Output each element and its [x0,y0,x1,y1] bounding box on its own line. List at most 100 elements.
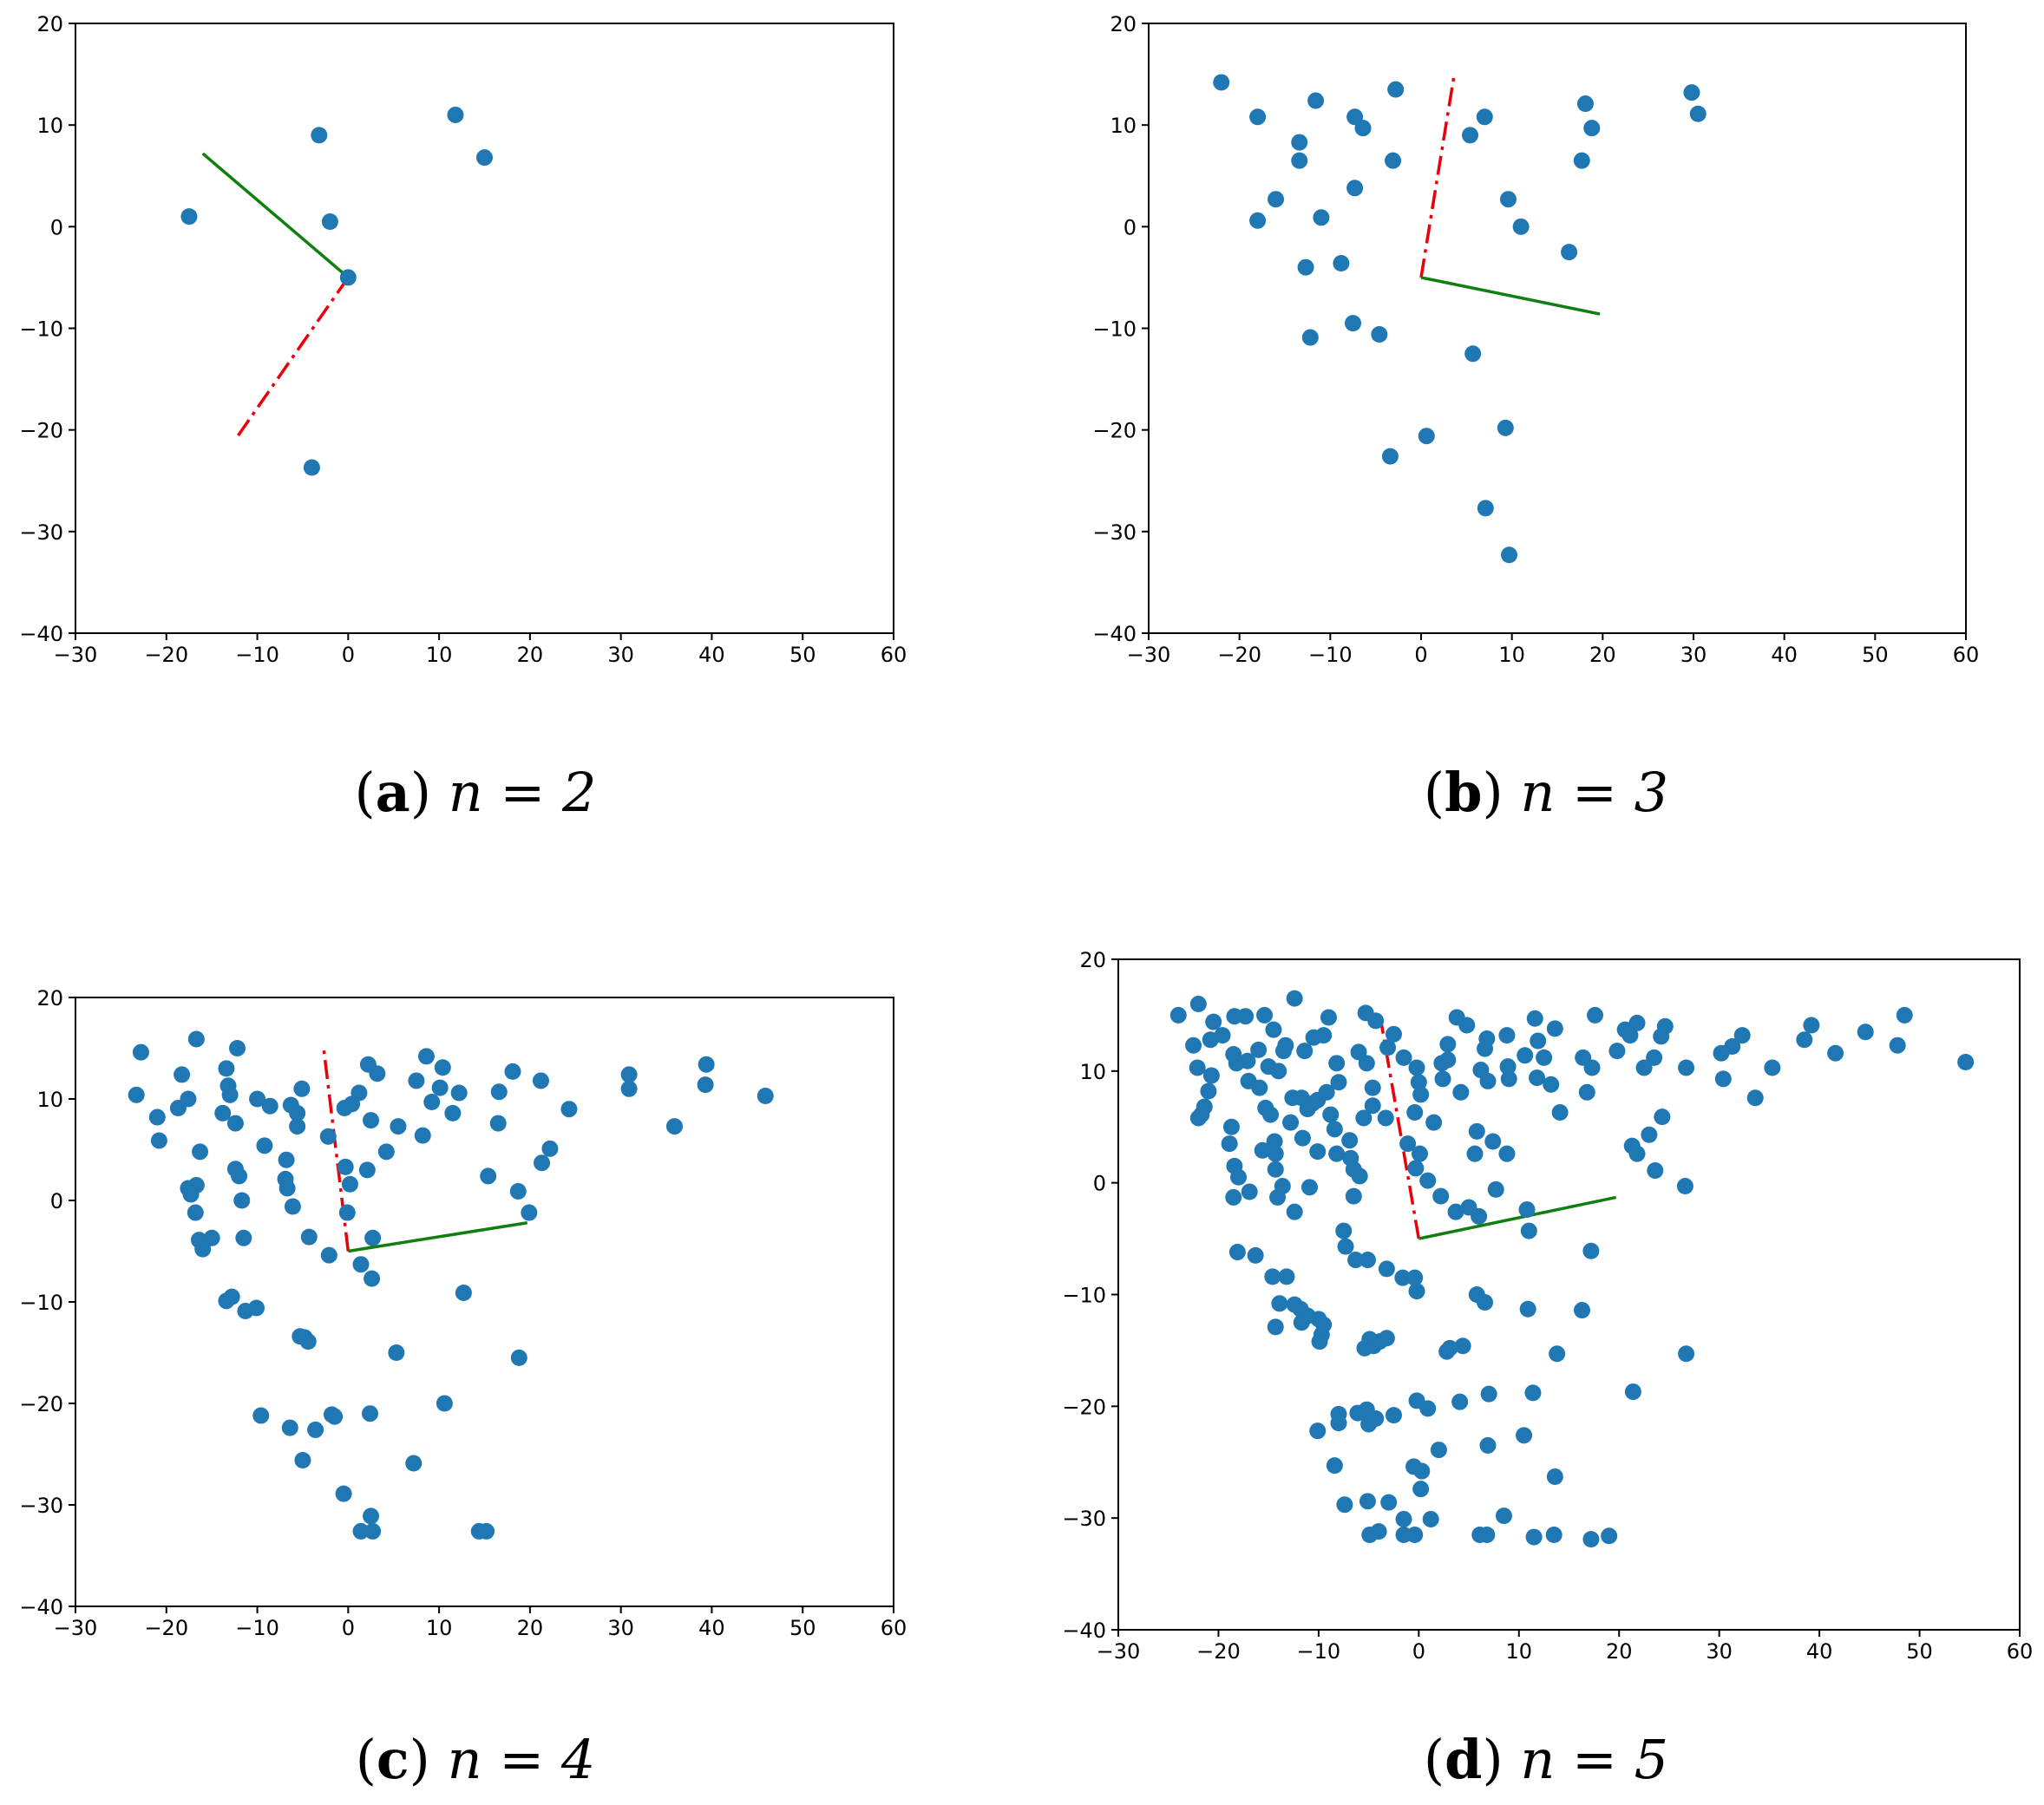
data-point [300,1228,318,1246]
panel-caption: (a) n = 2 [354,761,596,824]
data-point [1422,1510,1439,1527]
data-point [1265,1021,1282,1038]
data-point [1291,134,1308,151]
data-point [1346,180,1364,197]
data-point [132,1043,149,1061]
data-point [1256,1006,1274,1023]
data-point [1318,1083,1335,1101]
y-tick-label: 20 [36,986,63,1010]
data-point [1214,1027,1231,1044]
y-tick-label: 10 [36,114,63,138]
data-point [303,459,320,476]
data-point [1678,1345,1695,1363]
data-point [532,1072,549,1089]
data-point [1307,92,1325,109]
green-solid-line [348,1221,528,1253]
data-point [341,1175,358,1193]
data-point [1345,1187,1362,1205]
x-tick-label: 60 [881,1616,907,1640]
data-point [1412,1086,1430,1103]
x-tick-label: −10 [1308,643,1353,667]
data-point [194,1240,212,1258]
data-point [1487,1180,1504,1198]
data-point [1367,1012,1385,1030]
data-point [1241,1183,1258,1200]
y-tick-label: −30 [19,520,63,545]
y-tick-label: 0 [50,215,63,239]
data-point [1411,1145,1428,1162]
y-tick-label: 20 [36,12,63,36]
data-point [256,1137,273,1154]
data-point [319,1128,337,1145]
data-point [1205,1013,1222,1030]
data-point [1647,1161,1664,1179]
data-point [214,1104,232,1122]
data-point [620,1066,638,1083]
data-point [1498,1145,1516,1162]
data-point [1237,1008,1255,1025]
data-point [148,1109,166,1126]
y-tick-label: −40 [1062,1619,1106,1643]
data-point [1583,120,1601,137]
data-point [431,1079,449,1096]
x-tick-label: 0 [342,643,355,667]
data-point [363,1112,380,1129]
data-point [1221,1135,1238,1153]
data-point [223,1288,240,1305]
data-point [1471,1207,1488,1225]
data-point [1406,1269,1424,1286]
red-dashdot-line [235,276,350,440]
data-point [1250,1041,1268,1058]
data-point [1347,1252,1365,1269]
data-point [1291,152,1308,169]
data-point [1517,1047,1534,1064]
data-point [450,1084,468,1102]
x-tick-label: −20 [144,643,188,667]
data-point [560,1101,578,1118]
y-tick-label: −10 [19,317,63,342]
data-point [294,1452,311,1469]
data-point [1635,1059,1653,1076]
data-point [1857,1023,1874,1041]
data-point [1213,74,1230,91]
x-tick-label: 40 [698,643,725,667]
data-point [1328,1145,1346,1162]
data-point [620,1080,638,1097]
data-point [1330,1074,1347,1091]
data-point [1561,244,1578,261]
data-point [1268,191,1285,208]
data-point [1803,1017,1820,1034]
data-point [1351,1167,1368,1185]
data-point [1364,1079,1381,1096]
data-point [233,1192,251,1209]
data-point [1576,95,1594,113]
panel-caption: (d) n = 5 [1424,1728,1668,1791]
data-point [1282,1114,1300,1131]
data-point [1356,1339,1373,1357]
data-point [1189,996,1207,1013]
data-point [1394,1269,1412,1286]
data-point [1341,1132,1359,1149]
data-point [1385,1025,1402,1043]
data-point [1313,209,1330,226]
data-point [1333,255,1350,272]
data-point [1501,546,1518,564]
data-point [1466,1145,1484,1162]
data-point [1441,1339,1458,1357]
data-point [1746,1089,1764,1107]
data-point [1358,1055,1375,1072]
x-tick-label: 10 [1498,643,1525,667]
data-point [1371,326,1388,343]
x-tick-label: 50 [789,1616,816,1640]
data-point [1499,1058,1517,1076]
data-point [1545,1526,1562,1543]
plot-frame [1148,23,1967,634]
data-point [1385,152,1402,169]
data-point [1764,1059,1781,1076]
data-point [698,1056,715,1073]
data-point [1519,1300,1536,1318]
data-point [218,1060,235,1077]
data-point [1381,448,1399,465]
data-point [1249,108,1267,126]
data-point [1628,1014,1646,1031]
